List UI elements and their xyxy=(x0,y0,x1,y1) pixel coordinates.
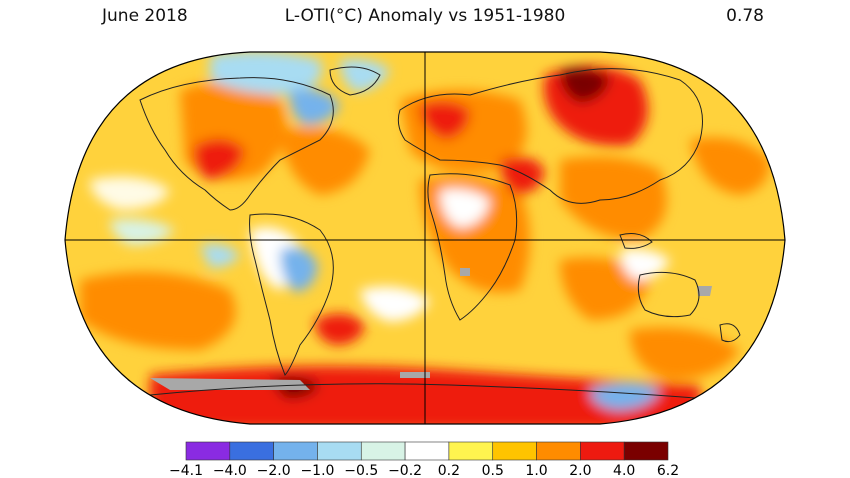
colorbar-tick-label: −0.2 xyxy=(388,463,422,478)
colorbar-swatch xyxy=(404,441,450,461)
colorbar-swatch xyxy=(229,441,274,461)
colorbar-tick-label: 2.0 xyxy=(569,463,591,478)
colorbar-tick-label: −1.0 xyxy=(300,463,334,478)
colorbar-swatch xyxy=(317,441,362,461)
colorbar-ticks: −4.1 −4.0 −2.0 −1.0 −0.5 −0.2 0.2 0.5 1.0 2.0 4.0 6… xyxy=(169,463,679,478)
colorbar-tick-label: 1.0 xyxy=(525,463,547,478)
colorbar-tick-label: −4.0 xyxy=(213,463,247,478)
colorbar-tick-label: 0.5 xyxy=(482,463,504,478)
colorbar-swatch xyxy=(273,441,318,461)
global-mean-value: 0.78 xyxy=(726,6,764,26)
colorbar-swatch xyxy=(185,441,231,461)
colorbar-swatch xyxy=(448,441,494,461)
coastlines xyxy=(139,66,741,401)
globe-outline xyxy=(64,51,786,425)
colorbar-swatch xyxy=(536,441,581,461)
colorbar-swatch xyxy=(360,441,406,461)
colorbar-tick-label: −2.0 xyxy=(257,463,291,478)
colorbar-swatch xyxy=(580,441,625,461)
colorbar-tick-label: 4.0 xyxy=(613,463,635,478)
map-title: L-OTI(°C) Anomaly vs 1951-1980 xyxy=(284,6,566,26)
colorbar-tick-label: −4.1 xyxy=(169,463,203,478)
colorbar-swatch xyxy=(623,441,669,461)
colorbar-swatches xyxy=(185,441,669,461)
colorbar-swatch xyxy=(492,441,537,461)
colorbar-tick-label: 0.2 xyxy=(438,463,460,478)
colorbar-tick-label: −0.5 xyxy=(344,463,378,478)
colorbar-tick-label: 6.2 xyxy=(657,463,679,478)
map-date-label: June 2018 xyxy=(102,6,188,26)
